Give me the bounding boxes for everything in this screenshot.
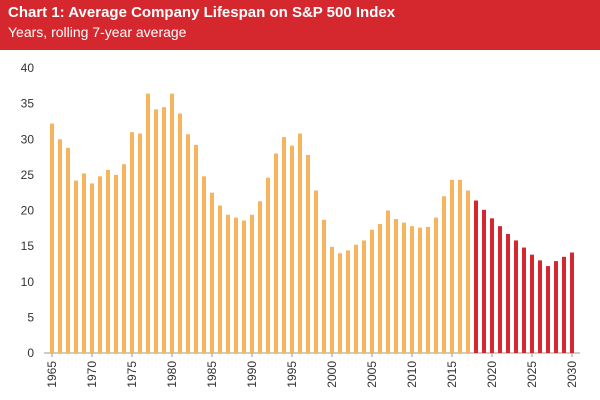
x-tick-label: 2030 (565, 361, 579, 388)
x-tick-label: 2000 (325, 361, 339, 388)
bar (242, 220, 246, 353)
x-tick-label: 1975 (125, 361, 139, 388)
x-tick-label: 2025 (525, 361, 539, 388)
y-tick-label: 35 (21, 97, 35, 111)
bar (210, 192, 214, 353)
bar (322, 219, 326, 353)
x-tick-label: 1990 (245, 361, 259, 388)
bar (122, 164, 126, 353)
y-tick-label: 25 (21, 168, 35, 182)
bar (82, 173, 86, 353)
bar (274, 153, 278, 353)
bar (178, 113, 182, 353)
y-tick-label: 40 (21, 61, 35, 75)
bar (346, 250, 350, 353)
y-tick-label: 0 (27, 346, 34, 360)
bar (370, 229, 374, 353)
bar (186, 134, 190, 353)
bar (314, 190, 318, 353)
bar (426, 226, 430, 353)
bar (74, 180, 78, 353)
bar (58, 139, 62, 353)
bar (330, 246, 334, 353)
x-tick-label: 2005 (365, 361, 379, 388)
bar (458, 179, 462, 353)
y-tick-label: 10 (21, 275, 35, 289)
bar (394, 219, 398, 353)
bar (450, 179, 454, 353)
bar (218, 205, 222, 353)
bar (498, 226, 502, 353)
bar (554, 261, 558, 353)
bar (410, 226, 414, 353)
bar (514, 240, 518, 353)
bar (434, 217, 438, 353)
bar (418, 227, 422, 353)
bar (386, 210, 390, 353)
y-tick-label: 20 (21, 204, 35, 218)
bar (282, 137, 286, 353)
bar (154, 109, 158, 353)
bar (266, 177, 270, 353)
bar (202, 176, 206, 353)
x-tick-label: 1985 (205, 361, 219, 388)
bar (562, 256, 566, 353)
bar (442, 196, 446, 353)
bar (170, 93, 174, 354)
bar (530, 254, 534, 353)
bar (90, 183, 94, 353)
bar (146, 93, 150, 354)
bar (354, 244, 358, 353)
bar (306, 154, 310, 353)
bar (506, 234, 510, 353)
bar (338, 253, 342, 353)
bar (50, 123, 54, 353)
bar (98, 176, 102, 353)
bar (250, 214, 254, 353)
bar (482, 209, 486, 353)
bar (226, 214, 230, 353)
x-tick-label: 1970 (85, 361, 99, 388)
bar (290, 145, 294, 353)
bar (138, 133, 142, 353)
bar (546, 266, 550, 353)
bar (378, 224, 382, 353)
bar (474, 200, 478, 353)
y-tick-label: 30 (21, 132, 35, 146)
y-tick-label: 15 (21, 239, 35, 253)
x-tick-label: 1980 (165, 361, 179, 388)
x-tick-label: 1965 (45, 361, 59, 388)
x-tick-label: 2015 (445, 361, 459, 388)
bar (106, 169, 110, 353)
x-tick-label: 2020 (485, 361, 499, 388)
bar (66, 147, 70, 353)
bar (570, 252, 574, 353)
chart-subtitle: Years, rolling 7-year average (8, 24, 187, 40)
bar (362, 240, 366, 353)
bar (538, 260, 542, 353)
bar (258, 201, 262, 353)
x-tick-label: 2010 (405, 361, 419, 388)
bar (162, 107, 166, 353)
bar (522, 247, 526, 353)
bar (490, 218, 494, 353)
chart-title: Chart 1: Average Company Lifespan on S&P… (8, 4, 396, 21)
bar (234, 217, 238, 353)
bar (130, 132, 134, 353)
x-tick-label: 1995 (285, 361, 299, 388)
bar (114, 174, 118, 353)
bar (402, 222, 406, 353)
y-tick-label: 5 (27, 310, 34, 324)
bar (466, 190, 470, 353)
bar (298, 133, 302, 353)
header-band (0, 0, 600, 50)
bar (194, 144, 198, 353)
